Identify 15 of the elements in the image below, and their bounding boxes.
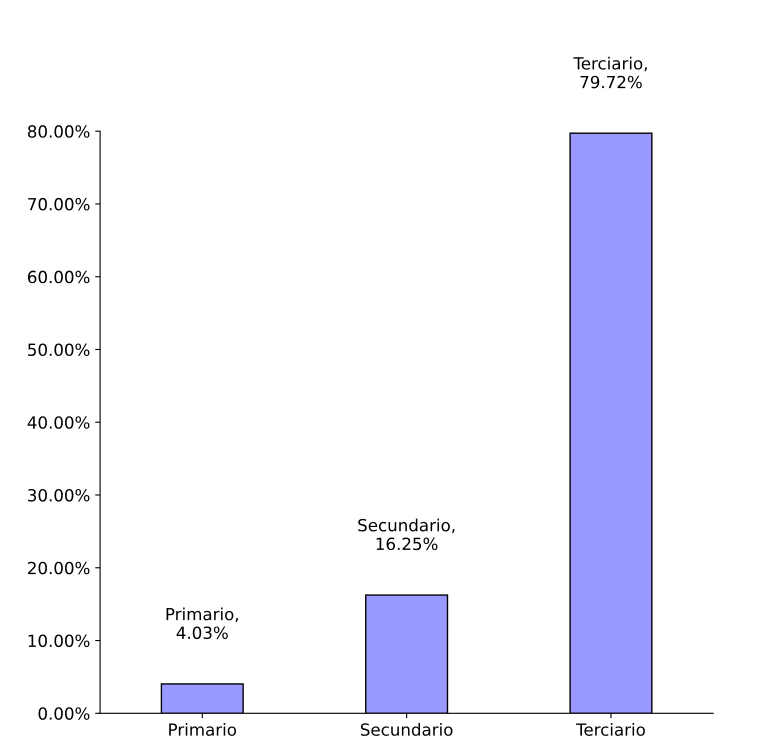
y-tick-label: 70.00% [28,198,90,211]
x-tick-label: Terciario [576,723,645,736]
y-tick-label: 50.00% [28,343,90,356]
y-tick-label: 80.00% [28,125,90,138]
data-label: Secundario, 16.25% [358,518,454,550]
data-label: Primario, 4.03% [166,608,238,640]
x-tick-label: Primario [169,723,236,736]
y-tick-label: 20.00% [28,562,90,574]
data-label: Terciario, 79.72% [573,56,647,88]
y-tick-label: 10.00% [28,634,90,648]
x-tick-label: Secundario [360,723,453,736]
y-tick-label: 30.00% [28,488,90,502]
y-tick-label: 0.00% [38,707,90,720]
y-tick-label: 60.00% [28,270,90,284]
y-tick-label: 40.00% [28,416,90,429]
